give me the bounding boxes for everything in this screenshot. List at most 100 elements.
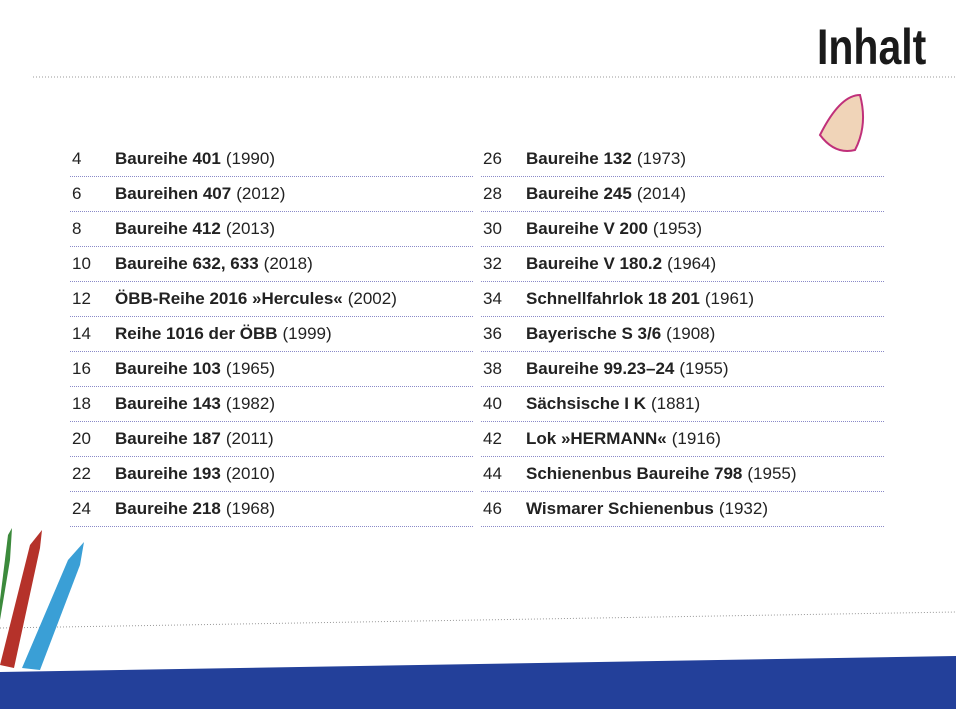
- entry-title: Baureihe 193: [115, 464, 221, 483]
- toc-entry: 6 Baureihen 407 (2012): [70, 177, 473, 212]
- entry-year: (1955): [747, 464, 797, 483]
- title: Inhalt: [816, 19, 926, 75]
- entry-year: (2013): [225, 219, 275, 238]
- entry-name: Baureihe 99.23–24 (1955): [526, 352, 729, 386]
- entry-year: (1973): [636, 149, 686, 168]
- entry-name: Schnellfahrlok 18 201 (1961): [526, 282, 754, 316]
- entry-title: Baureihe V 200: [526, 219, 648, 238]
- page-number: 38: [483, 359, 502, 378]
- toc-entry: 30 Baureihe V 200 (1953): [481, 212, 884, 247]
- page-number: 22: [72, 464, 91, 483]
- page-number: 28: [483, 184, 502, 203]
- entry-name: Baureihe 103 (1965): [115, 352, 275, 386]
- page-number: 20: [72, 429, 91, 448]
- toc-entry: 40 Sächsische I K (1881): [481, 387, 884, 422]
- entry-name: Bayerische S 3/6 (1908): [526, 317, 715, 351]
- entry-title: Baureihe 632, 633: [115, 254, 259, 273]
- page-number: 46: [483, 499, 502, 518]
- entry-name: Baureihe 412 (2013): [115, 212, 275, 246]
- entry-title: Schnellfahrlok 18 201: [526, 289, 700, 308]
- toc-entry: 34 Schnellfahrlok 18 201 (1961): [481, 282, 884, 317]
- entry-title: Baureihe 103: [115, 359, 221, 378]
- entry-name: Sächsische I K (1881): [526, 387, 700, 421]
- entry-year: (1999): [282, 324, 332, 343]
- entry-year: (2002): [347, 289, 397, 308]
- entry-year: (2011): [225, 429, 274, 448]
- entry-name: Baureihe V 180.2 (1964): [526, 247, 716, 281]
- entry-title: ÖBB-Reihe 2016 »Hercules«: [115, 289, 343, 308]
- entry-title: Baureihe 218: [115, 499, 221, 518]
- entry-year: (1964): [667, 254, 717, 273]
- page-number: 8: [72, 219, 82, 238]
- page-number: 26: [483, 149, 502, 168]
- entry-year: (1908): [666, 324, 716, 343]
- page-number: 42: [483, 429, 502, 448]
- page-number: 44: [483, 464, 502, 483]
- toc-entry: 28 Baureihe 245 (2014): [481, 177, 884, 212]
- entry-year: (1932): [718, 499, 768, 518]
- entry-year: (1961): [704, 289, 755, 308]
- entry-year: (1965): [225, 359, 275, 378]
- pencil-red: [0, 530, 42, 668]
- entry-title: Wismarer Schienenbus: [526, 499, 714, 518]
- entry-year: (2012): [236, 184, 286, 203]
- toc-entry: 42 Lok »HERMANN« (1916): [481, 422, 884, 457]
- toc-entry: 10 Baureihe 632, 633 (2018): [70, 247, 473, 282]
- entry-year: (2010): [225, 464, 275, 483]
- entry-year: (1990): [225, 149, 275, 168]
- page-number: 24: [72, 499, 91, 518]
- entry-title: Baureihe 187: [115, 429, 221, 448]
- toc-entry: 18 Baureihe 143 (1982): [70, 387, 473, 422]
- entry-year: (2014): [636, 184, 686, 203]
- entry-year: (1982): [225, 394, 275, 413]
- toc-entry: 8 Baureihe 412 (2013): [70, 212, 473, 247]
- entry-title: Baureihen 407: [115, 184, 232, 203]
- page-number: 14: [72, 324, 91, 343]
- page-number: 30: [483, 219, 502, 238]
- entry-year: (1881): [651, 394, 701, 413]
- toc-entry: 44 Schienenbus Baureihe 798 (1955): [481, 457, 884, 492]
- bottom-rule: [0, 611, 956, 629]
- toc-entry: 36 Bayerische S 3/6 (1908): [481, 317, 884, 352]
- page-number: 16: [72, 359, 91, 378]
- entry-name: Baureihe 187 (2011): [115, 422, 274, 456]
- page-number: 40: [483, 394, 502, 413]
- entry-title: Baureihe 143: [115, 394, 221, 413]
- toc-entry: 20 Baureihe 187 (2011): [70, 422, 473, 457]
- entry-name: Baureihe 132 (1973): [526, 142, 686, 176]
- pencil-green: [0, 528, 12, 620]
- entry-name: Baureihe 193 (2010): [115, 457, 275, 491]
- pencil-blue: [22, 542, 84, 670]
- entry-name: Baureihe 143 (1982): [115, 387, 275, 421]
- entry-title: Baureihe 245: [526, 184, 632, 203]
- page-number: 32: [483, 254, 502, 273]
- entry-name: Baureihe 401 (1990): [115, 142, 275, 176]
- entry-year: (2018): [263, 254, 313, 273]
- toc-entry: 4 Baureihe 401 (1990): [70, 142, 473, 177]
- entry-title: Baureihe 99.23–24: [526, 359, 675, 378]
- entry-name: Lok »HERMANN« (1916): [526, 422, 721, 456]
- pencil-shaving: [818, 93, 865, 152]
- entry-year: (1916): [671, 429, 721, 448]
- entry-year: (1955): [679, 359, 729, 378]
- entry-name: Baureihe 632, 633 (2018): [115, 247, 313, 281]
- toc-entry: 12 ÖBB-Reihe 2016 »Hercules« (2002): [70, 282, 473, 317]
- page-number: 10: [72, 254, 91, 273]
- page-number: 4: [72, 149, 82, 168]
- entry-name: Baureihe V 200 (1953): [526, 212, 702, 246]
- entry-name: ÖBB-Reihe 2016 »Hercules« (2002): [115, 282, 397, 316]
- entry-title: Baureihe V 180.2: [526, 254, 663, 273]
- toc-entry: 38 Baureihe 99.23–24 (1955): [481, 352, 884, 387]
- page-number: 34: [483, 289, 502, 308]
- entry-name: Schienenbus Baureihe 798 (1955): [526, 457, 797, 491]
- toc-entry: 22 Baureihe 193 (2010): [70, 457, 473, 492]
- page-number: 36: [483, 324, 502, 343]
- page-number: 6: [72, 184, 82, 203]
- entry-title: Lok »HERMANN«: [526, 429, 667, 448]
- toc-entry: 46 Wismarer Schienenbus (1932): [481, 492, 884, 527]
- toc-entry: 14 Reihe 1016 der ÖBB (1999): [70, 317, 473, 352]
- entry-name: Baureihen 407 (2012): [115, 177, 285, 211]
- entry-name: Wismarer Schienenbus (1932): [526, 492, 768, 526]
- toc-entry: 16 Baureihe 103 (1965): [70, 352, 473, 387]
